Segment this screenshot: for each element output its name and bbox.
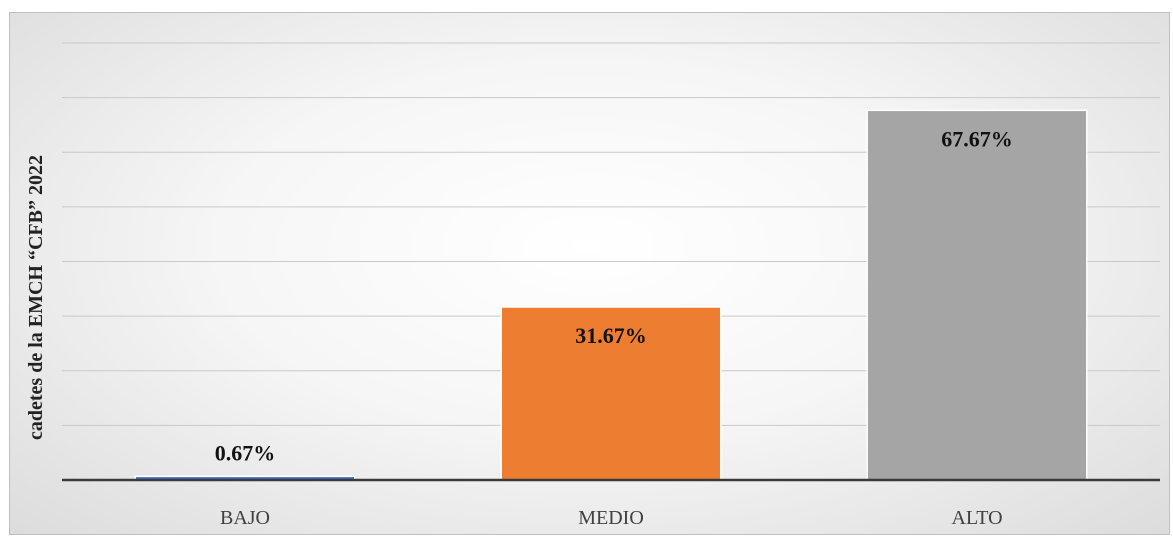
x-tick-label: BAJO — [220, 507, 270, 529]
data-label: 0.67% — [215, 440, 276, 465]
y-axis-title: cadetes de la EMCH “CFB” 2022 — [24, 102, 49, 492]
x-tick-labels: BAJO MEDIO ALTO — [220, 507, 1003, 529]
x-tick-label: ALTO — [951, 507, 1002, 529]
data-labels: 0.67% 31.67% 67.67% — [215, 126, 1013, 465]
data-label: 31.67% — [575, 323, 647, 348]
y-axis-title-text: cadetes de la EMCH “CFB” 2022 — [25, 154, 48, 440]
data-label: 67.67% — [941, 126, 1013, 151]
bar-alto — [866, 109, 1088, 481]
bar-medio — [500, 306, 722, 481]
x-tick-label: MEDIO — [578, 507, 644, 529]
bars — [134, 109, 1088, 481]
